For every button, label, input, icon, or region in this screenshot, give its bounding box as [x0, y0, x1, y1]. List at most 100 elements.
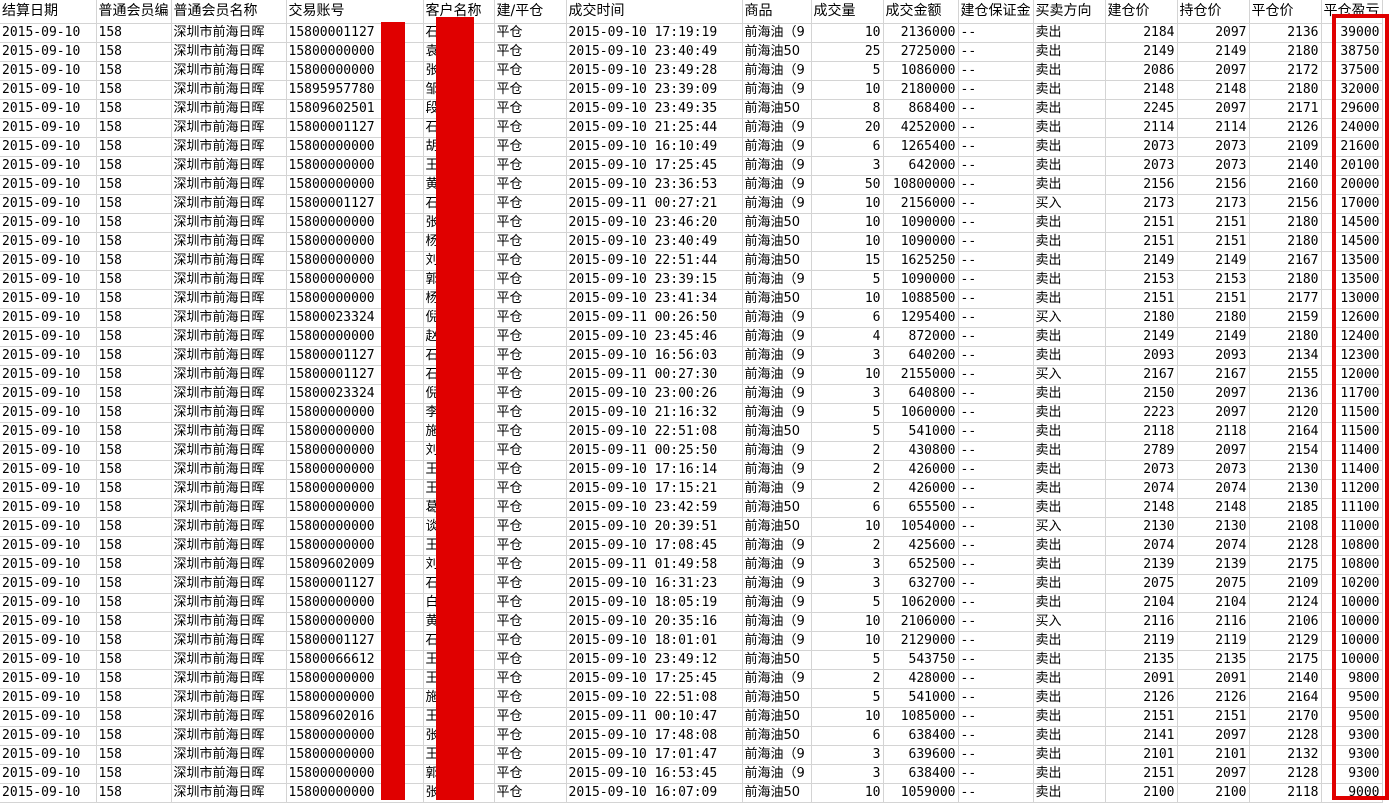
table-cell[interactable]: 2151 — [1105, 289, 1178, 309]
table-cell[interactable]: 5 — [811, 61, 884, 81]
table-cell[interactable]: 2015-09-10 23:40:49 — [566, 42, 743, 62]
table-cell[interactable]: 卖出 — [1033, 783, 1106, 803]
table-cell[interactable]: 2130 — [1105, 517, 1178, 537]
table-cell[interactable]: 深圳市前海日晖 — [171, 574, 287, 594]
table-cell[interactable]: 平仓 — [494, 688, 567, 708]
table-cell[interactable]: 2130 — [1249, 460, 1322, 480]
table-cell[interactable]: 37500 — [1321, 61, 1383, 81]
table-cell[interactable]: 2015-09-10 23:39:15 — [566, 270, 743, 290]
table-cell[interactable]: 17000 — [1321, 194, 1383, 214]
table-cell[interactable]: 2015-09-10 — [0, 745, 97, 765]
table-cell[interactable]: 541000 — [883, 688, 959, 708]
table-cell[interactable]: 158 — [96, 194, 172, 214]
table-cell[interactable]: 10 — [811, 631, 884, 651]
table-cell[interactable]: 深圳市前海日晖 — [171, 23, 287, 43]
table-cell[interactable]: 深圳市前海日晖 — [171, 42, 287, 62]
table-cell[interactable]: 前海油50 — [742, 498, 812, 518]
table-cell[interactable]: 深圳市前海日晖 — [171, 270, 287, 290]
table-cell[interactable]: 2097 — [1177, 99, 1250, 119]
table-cell[interactable]: 2015-09-10 — [0, 365, 97, 385]
table-cell[interactable]: 2175 — [1249, 555, 1322, 575]
table-cell[interactable]: 20 — [811, 118, 884, 138]
table-cell[interactable]: 2171 — [1249, 99, 1322, 119]
table-cell[interactable]: 2015-09-10 — [0, 289, 97, 309]
table-cell[interactable]: 2180 — [1249, 42, 1322, 62]
table-cell[interactable]: 深圳市前海日晖 — [171, 118, 287, 138]
table-cell[interactable]: 前海油（9 — [742, 612, 812, 632]
table-cell[interactable]: 前海油（9 — [742, 574, 812, 594]
table-cell[interactable]: 2015-09-10 — [0, 384, 97, 404]
table-cell[interactable]: 卖出 — [1033, 42, 1106, 62]
table-cell[interactable]: 158 — [96, 61, 172, 81]
table-cell[interactable]: 2015-09-11 00:27:21 — [566, 194, 743, 214]
table-cell[interactable]: 2108 — [1249, 517, 1322, 537]
table-cell[interactable]: 深圳市前海日晖 — [171, 194, 287, 214]
table-cell[interactable]: 平仓 — [494, 61, 567, 81]
table-cell[interactable]: 11700 — [1321, 384, 1383, 404]
table-cell[interactable]: 12000 — [1321, 365, 1383, 385]
table-cell[interactable]: 2180 — [1249, 80, 1322, 100]
table-cell[interactable]: 2118 — [1177, 422, 1250, 442]
table-cell[interactable]: 前海油50 — [742, 422, 812, 442]
table-cell[interactable]: 2155000 — [883, 365, 959, 385]
table-cell[interactable]: 深圳市前海日晖 — [171, 175, 287, 195]
table-cell[interactable]: 2015-09-10 17:48:08 — [566, 726, 743, 746]
table-cell[interactable]: -- — [958, 23, 1034, 43]
table-cell[interactable]: 卖出 — [1033, 593, 1106, 613]
table-cell[interactable]: 平仓 — [494, 42, 567, 62]
table-cell[interactable]: 2015-09-10 23:00:26 — [566, 384, 743, 404]
table-cell[interactable]: 158 — [96, 498, 172, 518]
table-cell[interactable]: 2118 — [1249, 783, 1322, 803]
table-cell[interactable]: 2015-09-10 — [0, 441, 97, 461]
table-cell[interactable]: 2 — [811, 479, 884, 499]
table-cell[interactable]: 1295400 — [883, 308, 959, 328]
table-cell[interactable]: -- — [958, 80, 1034, 100]
table-cell[interactable]: -- — [958, 289, 1034, 309]
table-cell[interactable]: 深圳市前海日晖 — [171, 156, 287, 176]
table-cell[interactable]: 1088500 — [883, 289, 959, 309]
table-cell[interactable]: 2151 — [1177, 213, 1250, 233]
table-cell[interactable]: 卖出 — [1033, 213, 1106, 233]
table-cell[interactable]: 2164 — [1249, 688, 1322, 708]
table-cell[interactable]: 10 — [811, 80, 884, 100]
table-cell[interactable]: 平仓 — [494, 270, 567, 290]
table-cell[interactable]: 2015-09-10 18:01:01 — [566, 631, 743, 651]
table-cell[interactable]: 14500 — [1321, 213, 1383, 233]
table-cell[interactable]: 2725000 — [883, 42, 959, 62]
table-cell[interactable]: 2015-09-10 23:42:59 — [566, 498, 743, 518]
table-cell[interactable]: 2119 — [1177, 631, 1250, 651]
table-cell[interactable]: 2170 — [1249, 707, 1322, 727]
table-cell[interactable]: 卖出 — [1033, 137, 1106, 157]
table-cell[interactable]: 11000 — [1321, 517, 1383, 537]
table-cell[interactable]: 10 — [811, 194, 884, 214]
table-cell[interactable]: 2149 — [1177, 327, 1250, 347]
table-cell[interactable]: 5 — [811, 650, 884, 670]
table-cell[interactable]: 前海油（9 — [742, 403, 812, 423]
table-cell[interactable]: 卖出 — [1033, 745, 1106, 765]
table-cell[interactable]: 深圳市前海日晖 — [171, 422, 287, 442]
table-cell[interactable]: 642000 — [883, 156, 959, 176]
column-header[interactable]: 平仓价 — [1249, 0, 1322, 24]
table-cell[interactable]: 2106 — [1249, 612, 1322, 632]
table-cell[interactable]: 158 — [96, 232, 172, 252]
table-cell[interactable]: 2180 — [1249, 213, 1322, 233]
table-cell[interactable]: 卖出 — [1033, 688, 1106, 708]
table-cell[interactable]: 2015-09-10 — [0, 194, 97, 214]
table-cell[interactable]: 9500 — [1321, 707, 1383, 727]
table-cell[interactable]: 2015-09-10 23:49:35 — [566, 99, 743, 119]
table-cell[interactable]: 6 — [811, 308, 884, 328]
column-header[interactable]: 买卖方向 — [1033, 0, 1106, 24]
table-cell[interactable]: 平仓 — [494, 745, 567, 765]
table-cell[interactable]: 2155 — [1249, 365, 1322, 385]
table-cell[interactable]: 32000 — [1321, 80, 1383, 100]
table-cell[interactable]: 2156000 — [883, 194, 959, 214]
column-header[interactable]: 交易账号 — [286, 0, 424, 24]
table-cell[interactable]: 2173 — [1105, 194, 1178, 214]
table-cell[interactable]: 2180 — [1177, 308, 1250, 328]
table-cell[interactable]: 158 — [96, 536, 172, 556]
table-cell[interactable]: 深圳市前海日晖 — [171, 289, 287, 309]
table-cell[interactable]: 卖出 — [1033, 422, 1106, 442]
table-cell[interactable]: 2139 — [1105, 555, 1178, 575]
table-cell[interactable]: 前海油50 — [742, 707, 812, 727]
table-cell[interactable]: 前海油（9 — [742, 346, 812, 366]
